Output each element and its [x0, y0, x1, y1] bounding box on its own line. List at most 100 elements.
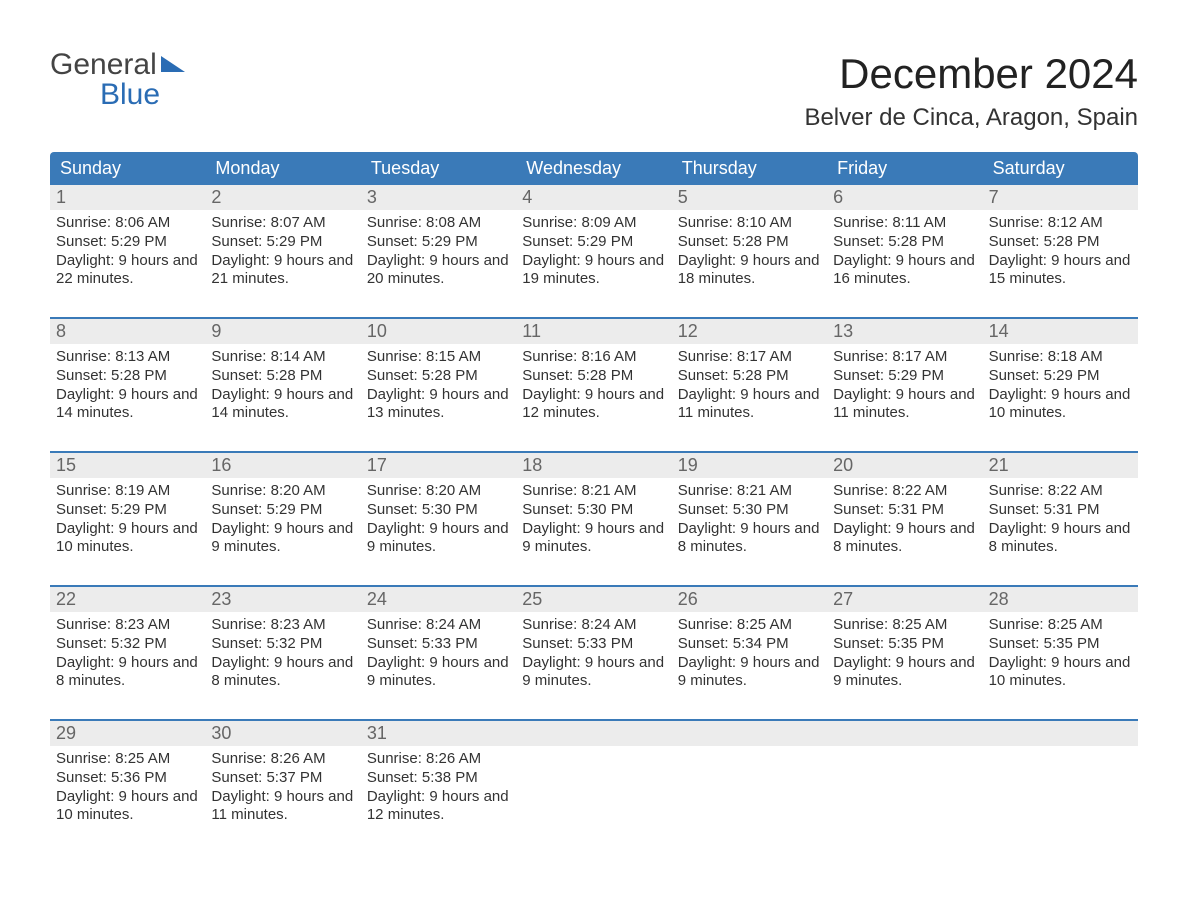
- sunset-label: Sunset:: [367, 233, 418, 250]
- day-cell: [516, 746, 671, 825]
- daylight-label: Daylight:: [367, 520, 425, 537]
- week-row: 1234567Sunrise: 8:06 AMSunset: 5:29 PMDa…: [50, 185, 1138, 289]
- sunrise-label: Sunrise:: [211, 348, 266, 365]
- sunrise-value: 8:20 AM: [426, 482, 481, 499]
- daylight-label: Daylight:: [211, 386, 269, 403]
- daylight-label: Daylight:: [833, 654, 891, 671]
- daylight-line: Daylight: 9 hours and 10 minutes.: [989, 386, 1132, 424]
- daylight-line: Daylight: 9 hours and 9 minutes.: [522, 520, 665, 558]
- daylight-label: Daylight:: [833, 520, 891, 537]
- daylight-label: Daylight:: [678, 520, 736, 537]
- daylight-line: Daylight: 9 hours and 22 minutes.: [56, 252, 199, 290]
- sunrise-label: Sunrise:: [56, 616, 111, 633]
- daylight-line: Daylight: 9 hours and 12 minutes.: [367, 788, 510, 826]
- daylight-line: Daylight: 9 hours and 8 minutes.: [211, 654, 354, 692]
- daylight-line: Daylight: 9 hours and 8 minutes.: [56, 654, 199, 692]
- sunset-label: Sunset:: [367, 367, 418, 384]
- sunset-value: 5:31 PM: [1044, 501, 1100, 518]
- daylight-line: Daylight: 9 hours and 18 minutes.: [678, 252, 821, 290]
- sunrise-value: 8:15 AM: [426, 348, 481, 365]
- sunrise-label: Sunrise:: [678, 482, 733, 499]
- day-number: 23: [205, 587, 360, 612]
- sunrise-value: 8:25 AM: [1048, 616, 1103, 633]
- daylight-label: Daylight:: [678, 654, 736, 671]
- daylight-label: Daylight:: [833, 252, 891, 269]
- sunset-label: Sunset:: [367, 635, 418, 652]
- sunset-line: Sunset: 5:30 PM: [367, 501, 510, 520]
- day-cell: Sunrise: 8:26 AMSunset: 5:38 PMDaylight:…: [361, 746, 516, 825]
- day-number: 4: [516, 185, 671, 210]
- daylight-label: Daylight:: [522, 654, 580, 671]
- daylight-label: Daylight:: [211, 654, 269, 671]
- sunrise-value: 8:22 AM: [1048, 482, 1103, 499]
- sunset-line: Sunset: 5:33 PM: [522, 635, 665, 654]
- daylight-label: Daylight:: [56, 654, 114, 671]
- sunset-value: 5:33 PM: [577, 635, 633, 652]
- sunrise-label: Sunrise:: [367, 482, 422, 499]
- sunrise-label: Sunrise:: [989, 348, 1044, 365]
- sunrise-value: 8:25 AM: [737, 616, 792, 633]
- sunrise-label: Sunrise:: [678, 616, 733, 633]
- sunrise-line: Sunrise: 8:20 AM: [367, 482, 510, 501]
- day-number: 30: [205, 721, 360, 746]
- sunrise-label: Sunrise:: [367, 616, 422, 633]
- daylight-label: Daylight:: [678, 386, 736, 403]
- sunset-value: 5:30 PM: [577, 501, 633, 518]
- day-cell: Sunrise: 8:25 AMSunset: 5:36 PMDaylight:…: [50, 746, 205, 825]
- sunset-line: Sunset: 5:30 PM: [678, 501, 821, 520]
- sunrise-line: Sunrise: 8:17 AM: [833, 348, 976, 367]
- day-cell: Sunrise: 8:24 AMSunset: 5:33 PMDaylight:…: [361, 612, 516, 691]
- sunset-value: 5:29 PM: [266, 501, 322, 518]
- week-row: 22232425262728Sunrise: 8:23 AMSunset: 5:…: [50, 585, 1138, 691]
- sunrise-line: Sunrise: 8:20 AM: [211, 482, 354, 501]
- sunset-value: 5:29 PM: [888, 367, 944, 384]
- sunset-label: Sunset:: [833, 635, 884, 652]
- daylight-line: Daylight: 9 hours and 9 minutes.: [367, 654, 510, 692]
- daylight-line: Daylight: 9 hours and 16 minutes.: [833, 252, 976, 290]
- sunset-label: Sunset:: [989, 233, 1040, 250]
- sunrise-value: 8:26 AM: [271, 750, 326, 767]
- day-number-row: 22232425262728: [50, 587, 1138, 612]
- day-number: [827, 721, 982, 746]
- day-number: 5: [672, 185, 827, 210]
- logo-text-bottom: Blue: [50, 80, 185, 110]
- page-header: General Blue December 2024 Belver de Cin…: [50, 50, 1138, 132]
- sunrise-label: Sunrise:: [367, 214, 422, 231]
- sunrise-line: Sunrise: 8:22 AM: [989, 482, 1132, 501]
- sunrise-line: Sunrise: 8:12 AM: [989, 214, 1132, 233]
- day-number: 21: [983, 453, 1138, 478]
- sunset-line: Sunset: 5:29 PM: [211, 233, 354, 252]
- daylight-label: Daylight:: [56, 252, 114, 269]
- sunset-value: 5:28 PM: [422, 367, 478, 384]
- day-cell: Sunrise: 8:20 AMSunset: 5:29 PMDaylight:…: [205, 478, 360, 557]
- sunset-line: Sunset: 5:36 PM: [56, 769, 199, 788]
- day-number: 26: [672, 587, 827, 612]
- day-number-row: 15161718192021: [50, 453, 1138, 478]
- sunset-label: Sunset:: [989, 367, 1040, 384]
- sunset-value: 5:30 PM: [733, 501, 789, 518]
- day-cell: Sunrise: 8:18 AMSunset: 5:29 PMDaylight:…: [983, 344, 1138, 423]
- sunrise-line: Sunrise: 8:13 AM: [56, 348, 199, 367]
- daylight-line: Daylight: 9 hours and 9 minutes.: [833, 654, 976, 692]
- day-number: 9: [205, 319, 360, 344]
- day-number: 16: [205, 453, 360, 478]
- sunrise-line: Sunrise: 8:06 AM: [56, 214, 199, 233]
- weekday-header-row: Sunday Monday Tuesday Wednesday Thursday…: [50, 152, 1138, 185]
- daylight-label: Daylight:: [211, 788, 269, 805]
- sunrise-label: Sunrise:: [56, 348, 111, 365]
- calendar: Sunday Monday Tuesday Wednesday Thursday…: [50, 152, 1138, 825]
- sunrise-label: Sunrise:: [678, 348, 733, 365]
- daylight-label: Daylight:: [522, 386, 580, 403]
- sunset-line: Sunset: 5:29 PM: [56, 233, 199, 252]
- daylight-line: Daylight: 9 hours and 13 minutes.: [367, 386, 510, 424]
- sunset-value: 5:28 PM: [111, 367, 167, 384]
- sunrise-label: Sunrise:: [989, 616, 1044, 633]
- sunset-label: Sunset:: [56, 233, 107, 250]
- sunrise-label: Sunrise:: [56, 482, 111, 499]
- sunrise-value: 8:24 AM: [426, 616, 481, 633]
- daylight-label: Daylight:: [211, 252, 269, 269]
- sunset-label: Sunset:: [522, 635, 573, 652]
- sunset-line: Sunset: 5:29 PM: [833, 367, 976, 386]
- day-cell: Sunrise: 8:12 AMSunset: 5:28 PMDaylight:…: [983, 210, 1138, 289]
- day-number: 13: [827, 319, 982, 344]
